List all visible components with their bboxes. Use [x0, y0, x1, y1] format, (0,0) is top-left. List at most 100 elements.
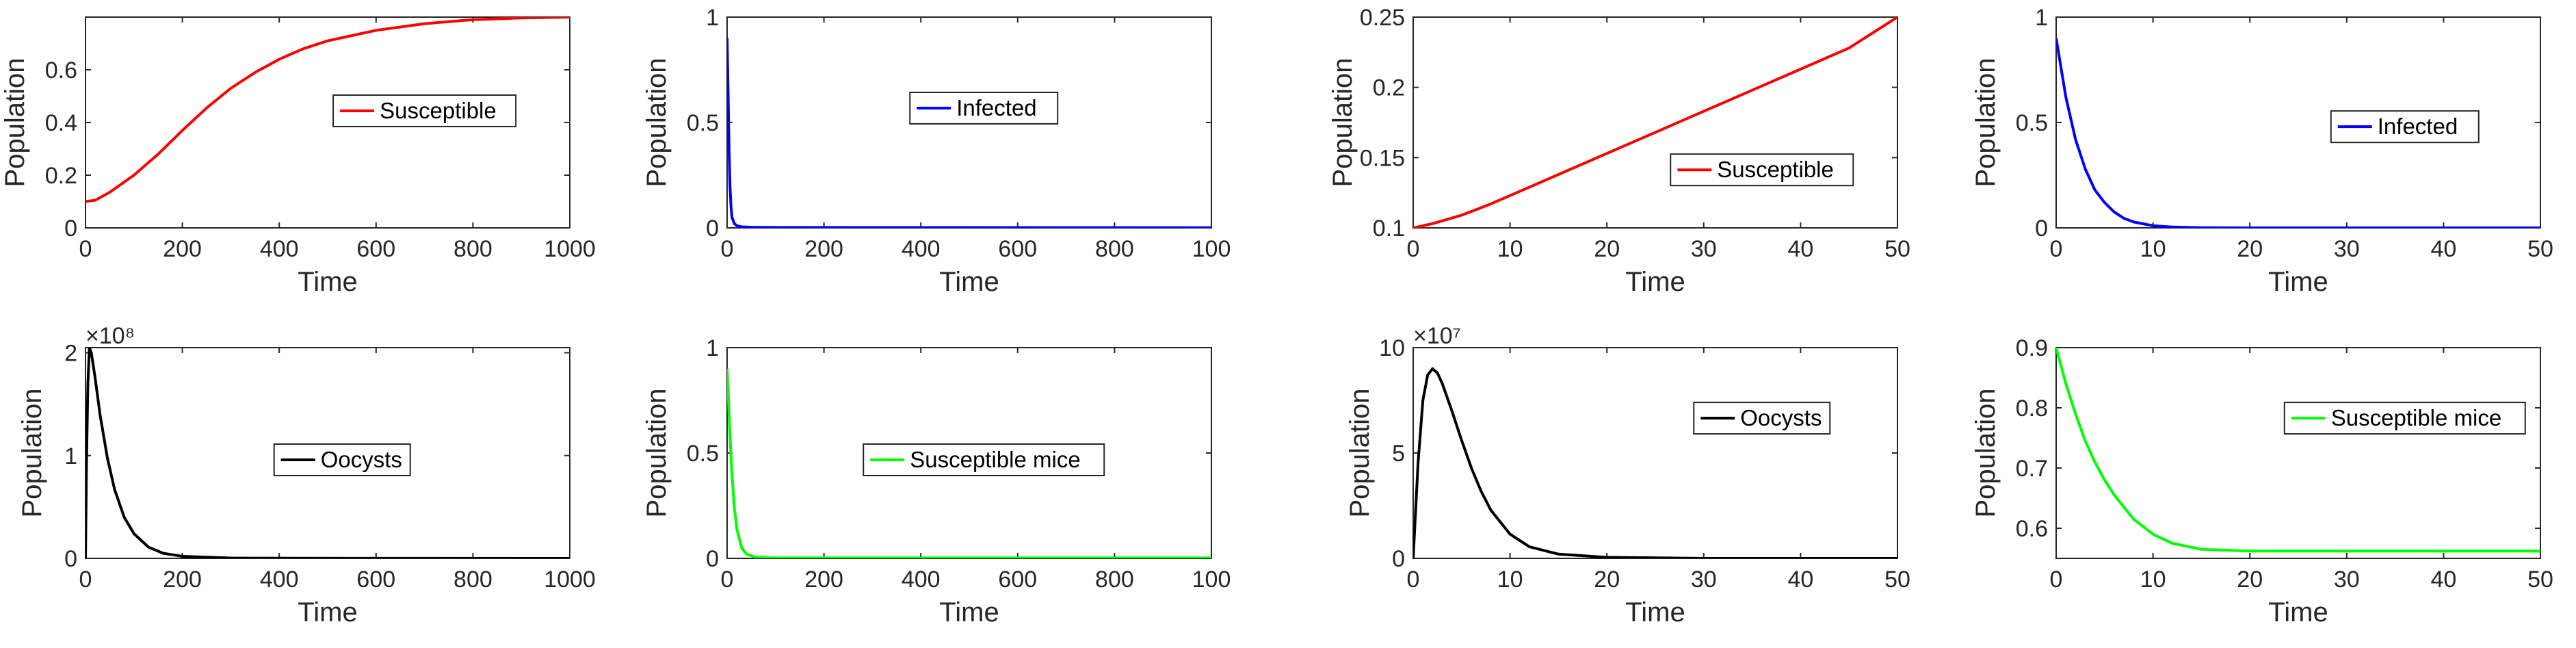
y-tick-label: 0 — [1392, 546, 1405, 572]
x-tick-label: 200 — [163, 236, 202, 262]
x-tick-label: 50 — [2527, 236, 2553, 262]
y-tick-label: 0.1 — [1373, 216, 1405, 242]
y-tick-label: 0.5 — [687, 110, 719, 136]
x-tick-label: 0 — [1407, 236, 1420, 262]
legend-label: Susceptible — [1717, 157, 1834, 182]
y-axis-title: Population — [642, 388, 672, 517]
x-tick-label: 50 — [1884, 567, 1910, 593]
legend-label: Infected — [2378, 114, 2458, 139]
y-tick-label: 5 — [1392, 441, 1405, 467]
x-tick-label: 40 — [2430, 236, 2456, 262]
series-line-susceptible — [1413, 17, 1897, 228]
y-tick-label: 0.7 — [2016, 456, 2048, 482]
x-tick-label: 400 — [902, 236, 941, 262]
y-axis-title: Population — [1971, 388, 2001, 517]
y-exponent-label: ×10⁸ — [86, 323, 135, 349]
x-tick-label: 10 — [1497, 567, 1523, 593]
x-tick-label: 600 — [998, 236, 1037, 262]
legend-label: Oocysts — [321, 447, 402, 472]
x-tick-label: 50 — [2527, 567, 2553, 593]
legend: Susceptible mice — [2283, 402, 2526, 435]
chart-panel-5: 0 200 400 600 800 1000 0 1 2 ×10⁸ Time Population Oo… — [17, 323, 596, 627]
series-line-oocysts — [86, 348, 570, 558]
series-line-susceptible — [86, 17, 570, 203]
x-tick-label: 0 — [721, 567, 734, 593]
x-tick-label: 800 — [454, 567, 492, 593]
y-axis-title: Population — [642, 57, 672, 187]
legend-label: Oocysts — [1740, 405, 1822, 430]
y-tick-label: 1 — [2035, 5, 2048, 31]
chart-panel-3: 0 10 20 30 40 50 0.1 0.15 0.2 0.25 Time Population S… — [1328, 5, 1910, 297]
x-tick-label: 600 — [998, 567, 1037, 593]
y-tick-label: 0 — [706, 216, 719, 242]
x-tick-label: 1000 — [544, 567, 596, 593]
x-tick-label: 0 — [721, 236, 734, 262]
y-tick-label: 0.15 — [1360, 145, 1405, 171]
x-tick-label: 0 — [1407, 567, 1420, 593]
series-line-infected — [727, 38, 1211, 228]
series-line-oocysts — [1413, 367, 1897, 558]
x-axis-title: Time — [1625, 267, 1685, 297]
x-axis-title: Time — [2268, 597, 2328, 627]
x-tick-label: 20 — [1594, 236, 1620, 262]
x-tick-label: 400 — [260, 567, 299, 593]
y-tick-label: 0.2 — [45, 163, 77, 189]
y-axis-title: Population — [1345, 388, 1375, 517]
x-tick-label: 0 — [2050, 236, 2063, 262]
series-line-susceptible-mice — [727, 368, 1211, 558]
axes-box — [1412, 16, 1898, 229]
chart-panel-8: 0 10 20 30 40 50 0.6 0.7 0.8 0.9 Time Population Sus… — [1971, 335, 2553, 627]
x-tick-label: 800 — [1095, 567, 1134, 593]
x-tick-label: 0 — [79, 236, 92, 262]
legend-label: Susceptible mice — [2331, 405, 2501, 430]
x-tick-label: 100 — [1192, 567, 1231, 593]
x-tick-label: 200 — [163, 567, 202, 593]
x-tick-label: 50 — [1884, 236, 1910, 262]
series-line-infected — [2056, 38, 2540, 228]
y-tick-label: 0.8 — [2016, 396, 2048, 422]
x-tick-label: 10 — [1497, 236, 1523, 262]
axes-box — [2055, 347, 2541, 559]
legend-label: Infected — [956, 95, 1036, 120]
x-tick-label: 600 — [356, 567, 395, 593]
y-tick-label: 0.9 — [2016, 335, 2048, 361]
legend: Susceptible mice — [863, 443, 1105, 476]
y-tick-label: 0.2 — [1373, 75, 1405, 101]
chart-panel-1: 0 200 400 600 800 1000 0 0.2 0.4 0.6 Time Populatio… — [0, 16, 596, 297]
y-tick-label: 0 — [64, 546, 77, 572]
x-tick-label: 400 — [260, 236, 299, 262]
legend-box — [273, 443, 411, 476]
x-tick-label: 20 — [2237, 236, 2263, 262]
y-tick-label: 0.6 — [2016, 516, 2048, 542]
x-tick-label: 100 — [1192, 236, 1231, 262]
y-tick-label: 1 — [64, 443, 77, 469]
legend: Susceptible — [332, 94, 517, 127]
y-tick-label: 0.4 — [45, 110, 77, 136]
y-tick-label: 10 — [1379, 335, 1405, 361]
x-axis-title: Time — [939, 597, 999, 627]
chart-panel-7: 0 10 20 30 40 50 0 5 10 ×10⁷ Time Population Oocysts — [1345, 323, 1910, 627]
series-line-susceptible-mice — [2056, 348, 2540, 553]
y-tick-label: 0.5 — [687, 441, 719, 467]
x-tick-label: 30 — [2334, 567, 2360, 593]
x-axis-title: Time — [1625, 597, 1685, 627]
x-tick-label: 30 — [2334, 236, 2360, 262]
y-tick-label: 0 — [64, 216, 77, 242]
x-tick-label: 600 — [356, 236, 395, 262]
x-tick-label: 200 — [804, 236, 843, 262]
x-tick-label: 400 — [902, 567, 941, 593]
legend-label: Susceptible — [380, 98, 497, 123]
legend: Infected — [2330, 110, 2480, 144]
x-tick-label: 800 — [1095, 236, 1134, 262]
y-tick-label: 0.25 — [1360, 5, 1405, 31]
y-tick-label: 2 — [64, 341, 77, 367]
legend: Oocysts — [1693, 402, 1831, 435]
x-axis-title: Time — [298, 267, 357, 297]
x-tick-label: 40 — [1787, 236, 1813, 262]
chart-panel-4: 0 10 20 30 40 50 0 0.5 1 Time Population Infected — [1971, 5, 2553, 297]
y-tick-label: 0.6 — [45, 57, 77, 83]
x-tick-label: 40 — [1787, 567, 1813, 593]
